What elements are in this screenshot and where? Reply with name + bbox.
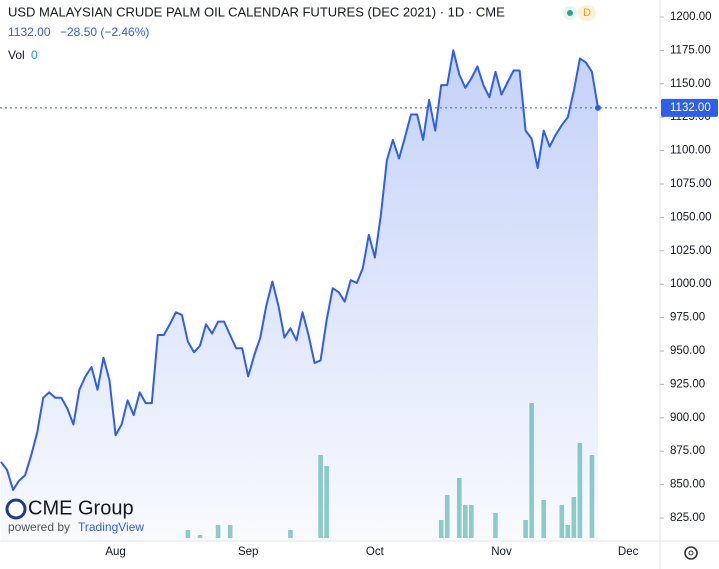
y-tick-label: 1100.00	[670, 145, 711, 157]
y-tick-label: 900.00	[670, 412, 705, 424]
volume-value: 0	[31, 48, 38, 62]
y-tick-label: 875.00	[670, 445, 705, 457]
brand: TradingView	[78, 520, 144, 534]
interval-badge: D	[583, 7, 591, 19]
y-tick-label: 950.00	[670, 345, 705, 357]
x-tick-label: Sep	[238, 546, 258, 558]
price: 1132.00	[8, 25, 51, 39]
y-tick-label: 975.00	[670, 312, 705, 324]
y-tick-label: 925.00	[670, 378, 705, 390]
chart-title: USD MALAYSIAN CRUDE PALM OIL CALENDAR FU…	[8, 4, 505, 19]
y-tick-label: 1150.00	[670, 78, 711, 90]
y-tick-label: 850.00	[670, 479, 705, 491]
last-point	[594, 104, 601, 111]
logo: CME Group powered by TradingView	[5, 497, 144, 534]
y-tick-label: 1200.00	[670, 11, 712, 23]
x-tick-label: Aug	[105, 546, 125, 558]
x-tick-label: Dec	[618, 546, 639, 558]
change: −28.50 (−2.46%)	[60, 25, 149, 39]
price-line	[0, 49, 599, 491]
area	[1, 50, 598, 542]
y-tick-label: 1050.00	[670, 211, 712, 223]
y-tick-label: 1175.00	[670, 44, 711, 56]
last-price-tag	[661, 98, 718, 117]
last-price-label: 1132.00	[670, 102, 711, 114]
logo-text: CME Group	[28, 497, 134, 519]
y-tick-label: 1075.00	[670, 178, 712, 190]
y-tick-label: 825.00	[670, 512, 705, 524]
badge	[578, 5, 596, 21]
y-tick-label: 1000.00	[670, 278, 712, 290]
y-tick-label: 1025.00	[670, 245, 712, 257]
volume-label: Vol	[8, 48, 25, 62]
powered-by: powered by	[8, 520, 70, 534]
status-dot	[567, 10, 573, 16]
plot-area	[0, 49, 660, 542]
x-tick-label: Oct	[366, 546, 385, 558]
x-tick-label: Nov	[491, 546, 512, 558]
settings-icon[interactable]	[684, 546, 698, 560]
